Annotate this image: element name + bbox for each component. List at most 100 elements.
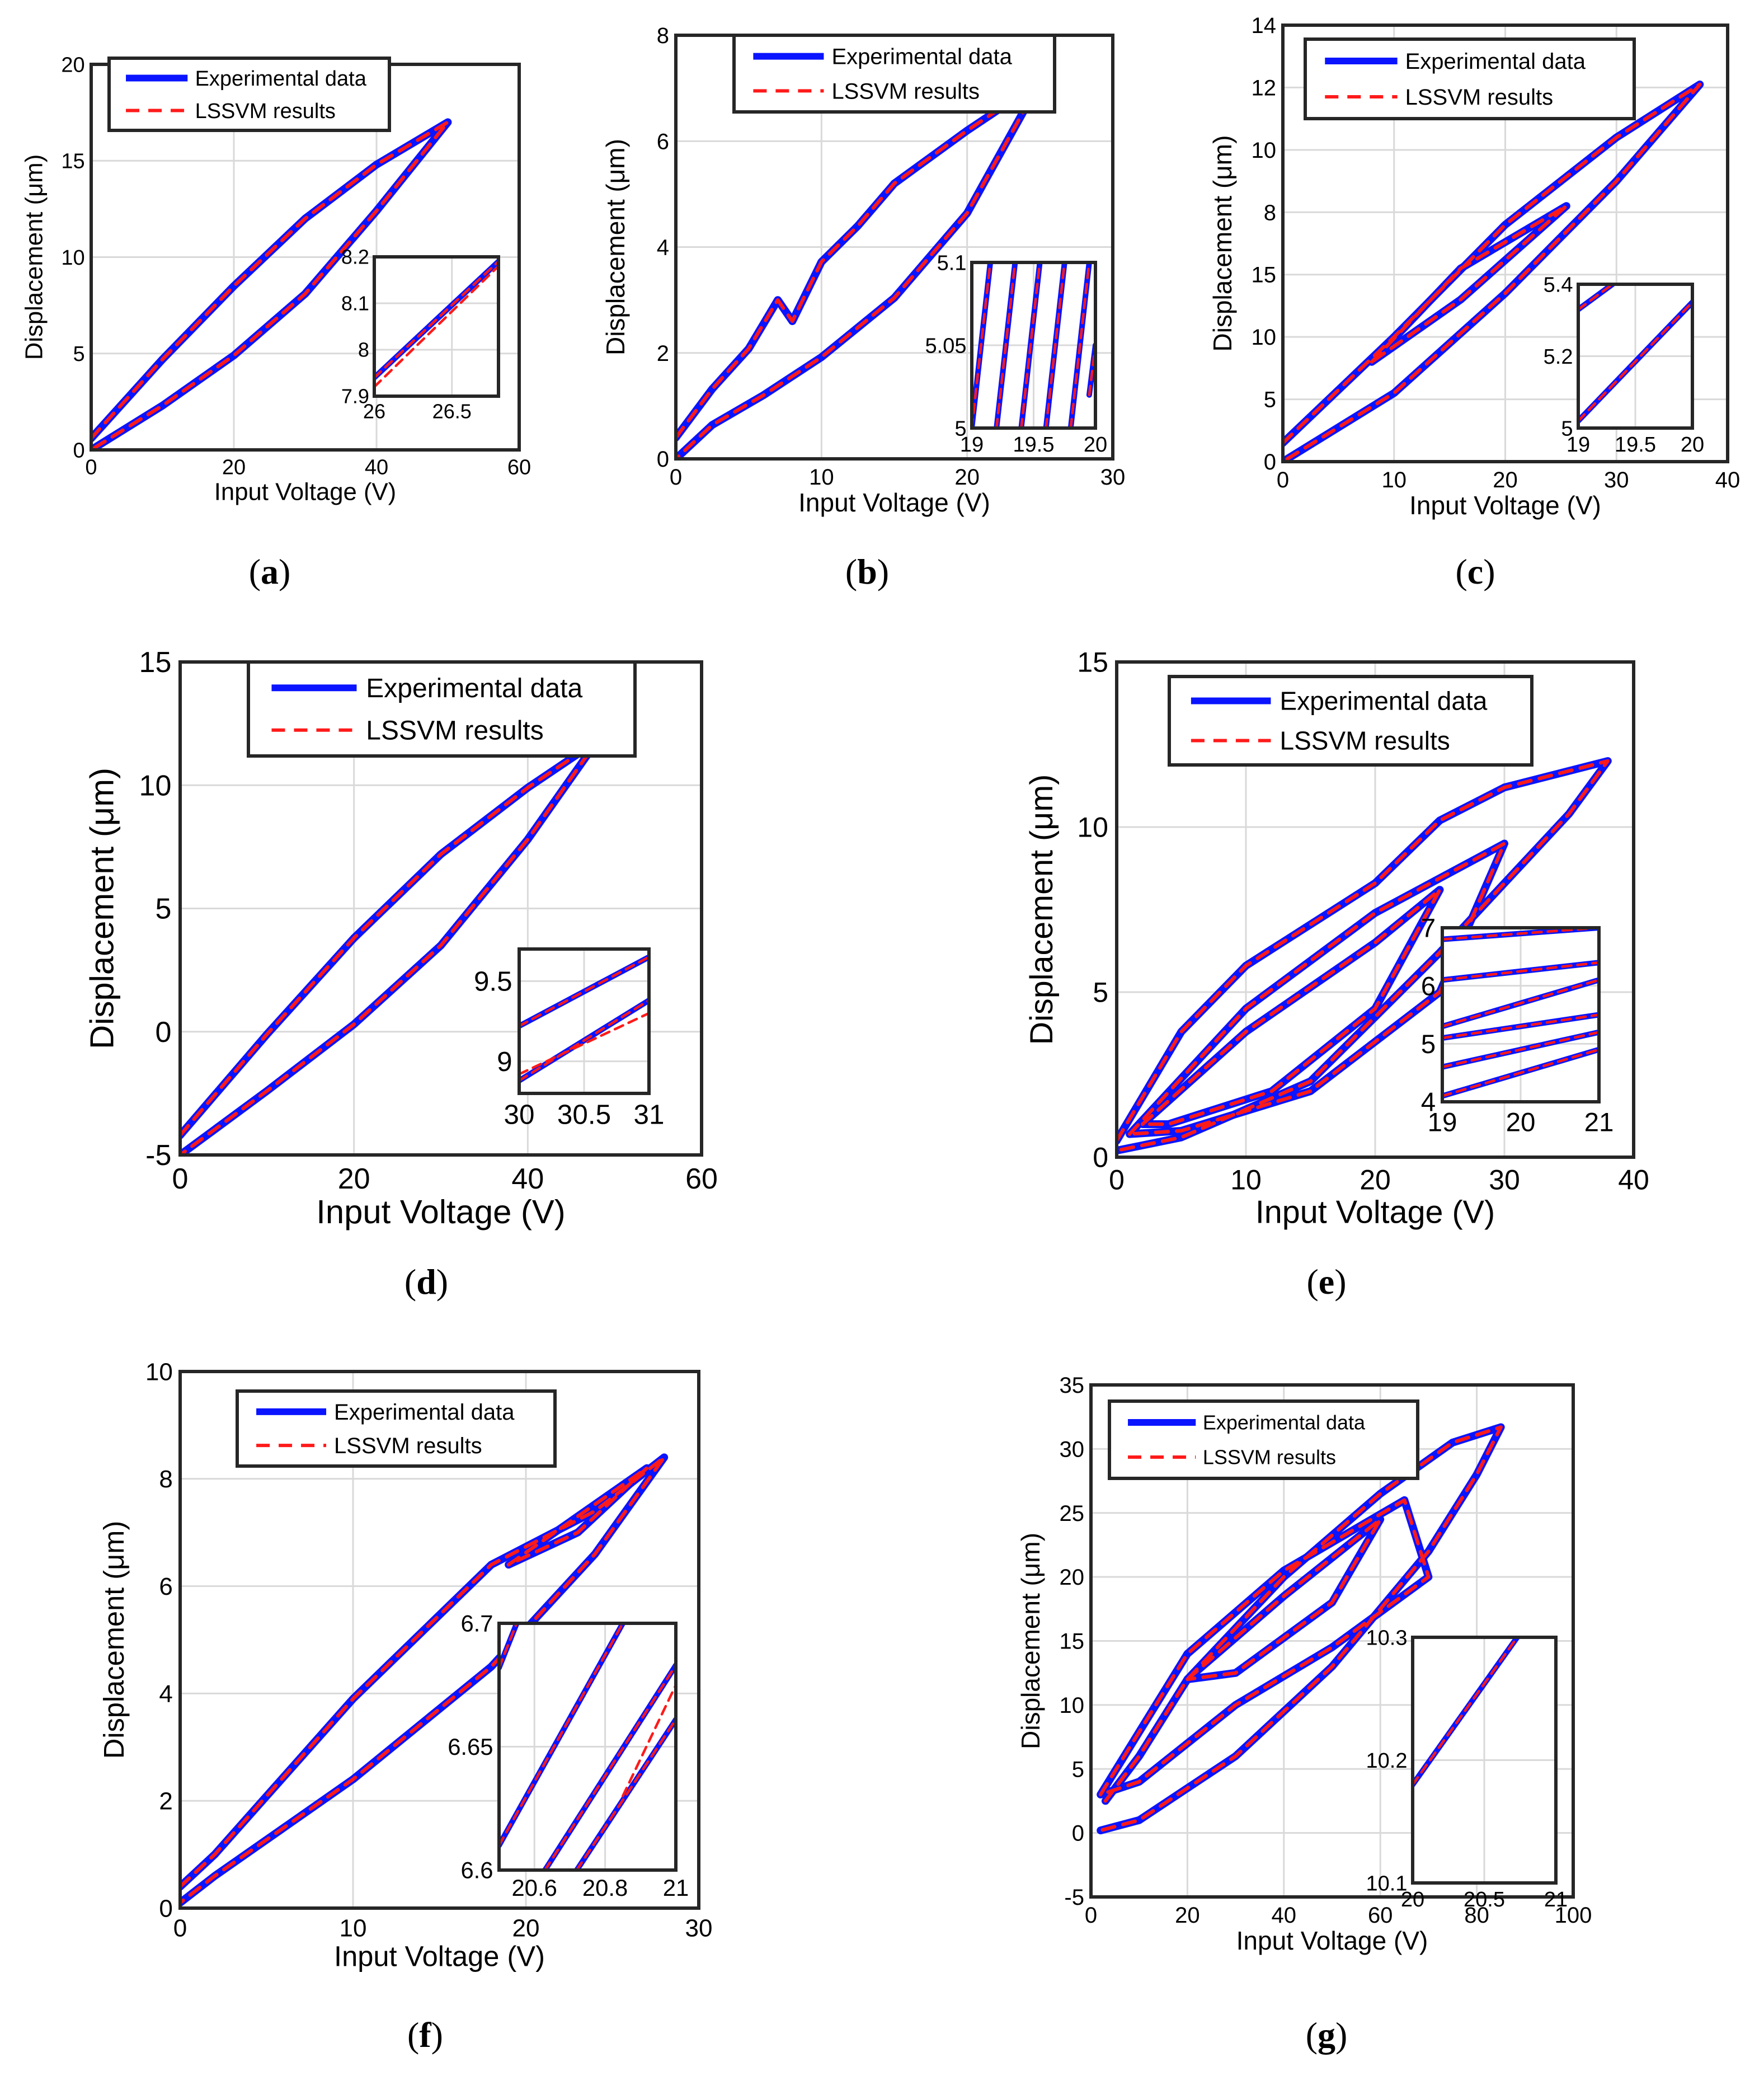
inset-series-lssvm [1045,262,1066,428]
x-tick-label: 80 [1464,1903,1489,1928]
x-tick-label: 30 [1604,468,1629,492]
inset-y-tick-label: 6.65 [448,1734,493,1760]
legend-box [1168,675,1533,767]
legend-box [1304,37,1636,120]
inset-y-tick-label: 6.6 [460,1857,493,1884]
x-tick-label: 10 [1382,468,1407,492]
inset-y-tick-label: 5.4 [1544,273,1573,297]
caption-paren-close: ) [1334,1262,1346,1302]
y-tick-label: 8 [159,1466,172,1493]
inset-x-tick-label: 19 [1428,1107,1457,1137]
y-tick-label: 8 [1264,200,1276,225]
y-axis-label: Displacement (μm) [21,154,48,360]
y-tick-label: 0 [159,1895,172,1922]
y-tick-label: 5 [1264,388,1276,412]
legend-box [236,1389,557,1468]
caption-letter: d [416,1262,436,1302]
panel-caption: (f) [407,2015,443,2055]
inset-y-tick-label: 6 [1421,971,1436,1001]
panel-b: 0 10 20 30 0 2 4 6 8 Input Voltage (V) Displacemen… [601,24,1125,591]
caption-paren-open: ( [407,2015,419,2055]
y-tick-label: 15 [1060,1629,1085,1654]
y-axis-label: Displacement (μm) [1208,135,1237,352]
series-line-lssvm [1186,1518,1382,1682]
y-tick-label: 4 [159,1680,172,1708]
caption-paren-close: ) [436,1262,448,1302]
inset-y-tick-label: 8.1 [341,292,369,315]
inset-x-tick-label: 21 [663,1875,689,1901]
caption-letter: e [1319,1262,1334,1302]
y-tick-label: 10 [61,246,84,270]
inset-y-tick-label: 9.5 [474,966,512,997]
caption-paren-open: ( [1306,1262,1318,1302]
series-line-lssvm [1283,82,1702,462]
inset: 20 20.5 21 10.1 10.2 10.3 [1366,1626,1568,1911]
legend-label-lssvm: LSSVM results [1203,1446,1336,1469]
legend-box [107,57,391,132]
legend: Experimental data LSSVM results [1168,675,1533,767]
y-tick-label: -5 [1064,1885,1084,1910]
x-tick-label: 60 [507,456,531,480]
inset-y-tick-label: 7 [1421,914,1436,943]
y-tick-label: 15 [61,150,84,173]
x-tick-label: 30 [685,1915,713,1942]
y-tick-label: 5 [1072,1757,1084,1782]
x-tick-label: 0 [85,456,97,480]
inset-x-tick-label: 30.5 [557,1099,611,1130]
x-tick-label: 0 [1277,468,1289,492]
inset-series-lssvm [1442,961,1599,981]
inset-x-tick-label: 20 [1401,1888,1424,1911]
y-tick-label: 0 [657,447,669,472]
inset-y-tick-label: 10.2 [1366,1749,1408,1773]
x-tick-label: 0 [1109,1164,1125,1196]
caption-paren-open: ( [845,552,857,591]
legend: Experimental data LSSVM results [247,660,637,758]
series-line-lssvm [676,80,1042,459]
y-tick-label: 6 [657,129,669,154]
x-tick-label: 20 [1493,468,1518,492]
series-line-lssvm [1127,842,1507,1136]
legend-box [247,660,637,758]
y-tick-label: 35 [1060,1373,1085,1398]
y-tick-label: 10 [1060,1693,1085,1718]
caption-paren-open: ( [1455,552,1467,591]
inset: 19 20 21 4 5 6 7 [1421,914,1614,1138]
inset-series-lssvm [972,262,992,428]
y-axis-label: Displacement (μm) [601,139,630,355]
plot-frame [1115,660,1635,1159]
inset-series-lssvm [1578,300,1692,422]
inset-series-lssvm [374,260,498,379]
inset-series-lssvm [543,1664,676,1870]
y-tick-label: 0 [73,439,84,462]
x-tick-label: 60 [1368,1903,1393,1928]
x-axis-label: Input Voltage (V) [1255,1195,1495,1230]
y-tick-label: 15 [1252,263,1277,288]
series-line-lssvm [91,120,450,450]
y-tick-label: 5 [1093,977,1108,1008]
inset-series-lssvm [1442,1013,1599,1040]
legend-label-experimental: Experimental data [1405,49,1586,74]
x-tick-label: 40 [1715,468,1741,492]
inset-series-lssvm [1069,262,1091,428]
inset-frame [970,261,1097,430]
inset-series-lssvm [575,1718,676,1870]
y-tick-label: 20 [1060,1565,1085,1590]
y-tick-label: 8 [657,24,669,48]
inset-frame [1411,1636,1558,1885]
inset-y-tick-label: 7.9 [341,385,369,408]
caption-letter: g [1318,2015,1335,2055]
inset-frame [497,1622,678,1872]
inset-frame [1577,283,1694,430]
x-tick-label: 40 [365,456,388,480]
y-tick-label: 0 [1264,450,1276,475]
y-axis-label: Displacement (μm) [83,768,120,1049]
x-axis-label: Input Voltage (V) [798,488,990,517]
x-tick-label: 10 [809,465,834,490]
y-tick-label: 0 [155,1016,171,1049]
x-tick-label: 100 [1555,1903,1592,1928]
panel-caption: (b) [845,552,889,591]
legend-label-lssvm: LSSVM results [1280,726,1450,755]
y-tick-label: 10 [1252,325,1277,350]
